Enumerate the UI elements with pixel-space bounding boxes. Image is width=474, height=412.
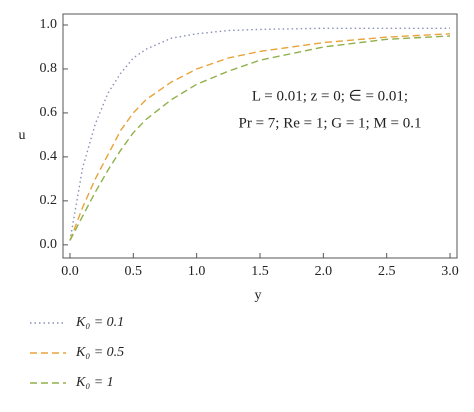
x-axis-label: y <box>255 288 262 303</box>
legend-label: K₀ = 0.1 <box>75 315 124 330</box>
y-tick-label: 0.8 <box>40 61 58 76</box>
x-tick-label: 3.0 <box>441 264 459 279</box>
x-tick-label: 2.0 <box>315 264 333 279</box>
x-tick-label: 1.5 <box>251 264 269 279</box>
series-line <box>69 35 451 241</box>
x-tick-label: 0.5 <box>125 264 143 279</box>
y-tick-label: 0.0 <box>40 237 58 252</box>
series-line <box>69 27 450 241</box>
annotation: Pr = 7; Re = 1; G = 1; M = 0.1 <box>238 115 421 131</box>
series-line <box>69 33 451 241</box>
x-tick-label: 1.0 <box>188 264 206 279</box>
plot-frame <box>62 13 458 259</box>
annotation: L = 0.01; z = 0; ∈ = 0.01; <box>252 88 408 104</box>
y-tick-label: 0.2 <box>40 193 58 208</box>
legend-label: K₀ = 0.5 <box>75 345 124 360</box>
x-tick-label: 2.5 <box>378 264 396 279</box>
y-axis-label: u <box>19 128 26 143</box>
y-tick-label: 1.0 <box>40 17 58 32</box>
legend-label: K₀ = 1 <box>75 375 114 390</box>
y-tick-label: 0.6 <box>40 105 58 120</box>
x-tick-label: 0.0 <box>61 264 79 279</box>
y-tick-label: 0.4 <box>40 149 58 164</box>
